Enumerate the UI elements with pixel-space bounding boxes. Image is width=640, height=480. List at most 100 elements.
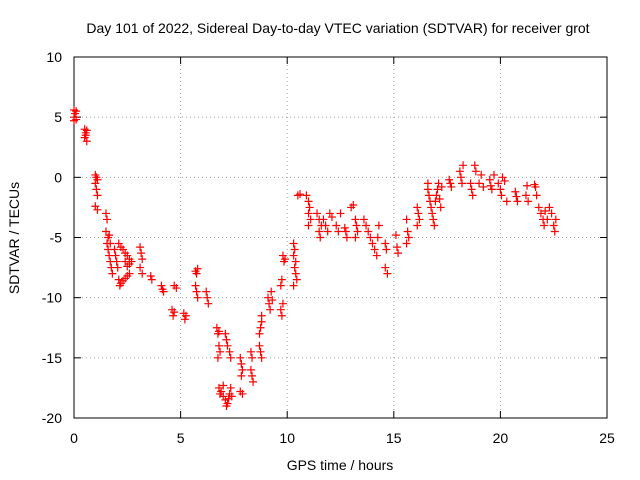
data-point — [352, 221, 361, 230]
data-point — [498, 173, 507, 182]
data-point — [475, 179, 484, 188]
data-point — [551, 215, 560, 224]
data-point — [246, 365, 255, 374]
data-point — [531, 182, 540, 191]
data-point — [111, 251, 120, 260]
data-point — [541, 207, 550, 216]
data-point — [487, 185, 496, 194]
x-axis-label: GPS time / hours — [287, 457, 394, 473]
data-point — [325, 209, 334, 218]
data-point — [93, 191, 102, 200]
data-point — [532, 191, 541, 200]
y-axis-label: SDTVAR / TECUs — [6, 182, 22, 294]
data-point — [226, 353, 235, 362]
data-point — [402, 239, 411, 248]
data-point — [382, 245, 391, 254]
data-point — [494, 179, 503, 188]
data-point — [486, 181, 495, 190]
data-point — [304, 221, 313, 230]
data-point — [435, 194, 444, 203]
data-point — [138, 255, 147, 264]
data-point — [276, 305, 285, 314]
data-point — [391, 231, 400, 240]
data-point — [302, 191, 311, 200]
axis-ticks: 0 5 10 15 20 25 -20 -15 -10 -5 0 5 10 — [42, 49, 615, 446]
data-point — [304, 209, 313, 218]
plot-frame — [73, 56, 608, 419]
data-point — [381, 239, 390, 248]
data-point — [248, 353, 257, 362]
data-point — [221, 329, 230, 338]
data-point — [291, 257, 300, 266]
data-point — [351, 233, 360, 242]
data-point — [306, 215, 315, 224]
data-point — [223, 399, 232, 408]
data-point — [413, 203, 422, 212]
data-point — [466, 179, 475, 188]
data-point — [349, 201, 358, 210]
data-point — [362, 221, 371, 230]
data-point — [341, 227, 350, 236]
data-point — [323, 227, 332, 236]
data-point — [125, 269, 134, 278]
data-point — [266, 305, 275, 314]
data-point — [180, 315, 189, 324]
data-point — [423, 179, 432, 188]
data-point — [513, 197, 522, 206]
data-point — [342, 233, 351, 242]
data-point — [490, 170, 499, 179]
data-point — [276, 281, 285, 290]
data-point — [470, 161, 479, 170]
data-point — [332, 221, 341, 230]
data-point — [219, 381, 228, 390]
data-point — [92, 173, 101, 182]
data-point — [278, 299, 287, 308]
data-point — [502, 197, 511, 206]
data-point — [479, 182, 488, 191]
data-point — [447, 182, 456, 191]
data-point — [225, 347, 234, 356]
data-point — [212, 323, 221, 332]
data-point — [427, 203, 436, 212]
data-point — [413, 221, 422, 230]
data-point — [82, 137, 91, 146]
data-point — [534, 203, 543, 212]
data-point — [374, 221, 383, 230]
data-point — [103, 215, 112, 224]
data-point — [203, 293, 212, 302]
data-point — [157, 281, 166, 290]
x-tick-label: 0 — [70, 430, 78, 446]
x-tick-label: 5 — [177, 430, 185, 446]
data-point — [137, 249, 146, 258]
data-point — [125, 259, 134, 268]
data-point — [181, 311, 190, 320]
data-point — [222, 335, 231, 344]
data-point — [394, 249, 403, 258]
data-point — [264, 293, 273, 302]
data-point — [456, 173, 465, 182]
data-point — [351, 215, 360, 224]
data-point — [114, 275, 123, 284]
grid-lines — [74, 57, 607, 418]
data-point — [540, 221, 549, 230]
data-point — [138, 269, 147, 278]
data-point — [430, 221, 439, 230]
data-point — [368, 239, 377, 248]
data-point — [500, 176, 509, 185]
data-point — [249, 377, 258, 386]
data-point — [246, 347, 255, 356]
data-point — [521, 191, 530, 200]
data-point — [433, 185, 442, 194]
data-point — [459, 161, 468, 170]
data-point — [193, 264, 202, 273]
data-point — [304, 197, 313, 206]
data-point — [353, 227, 362, 236]
data-point — [106, 239, 115, 248]
data-point — [340, 223, 349, 232]
data-point — [136, 263, 145, 272]
data-point — [512, 192, 521, 201]
data-point — [238, 365, 247, 374]
data-point — [316, 233, 325, 242]
data-point — [110, 245, 119, 254]
